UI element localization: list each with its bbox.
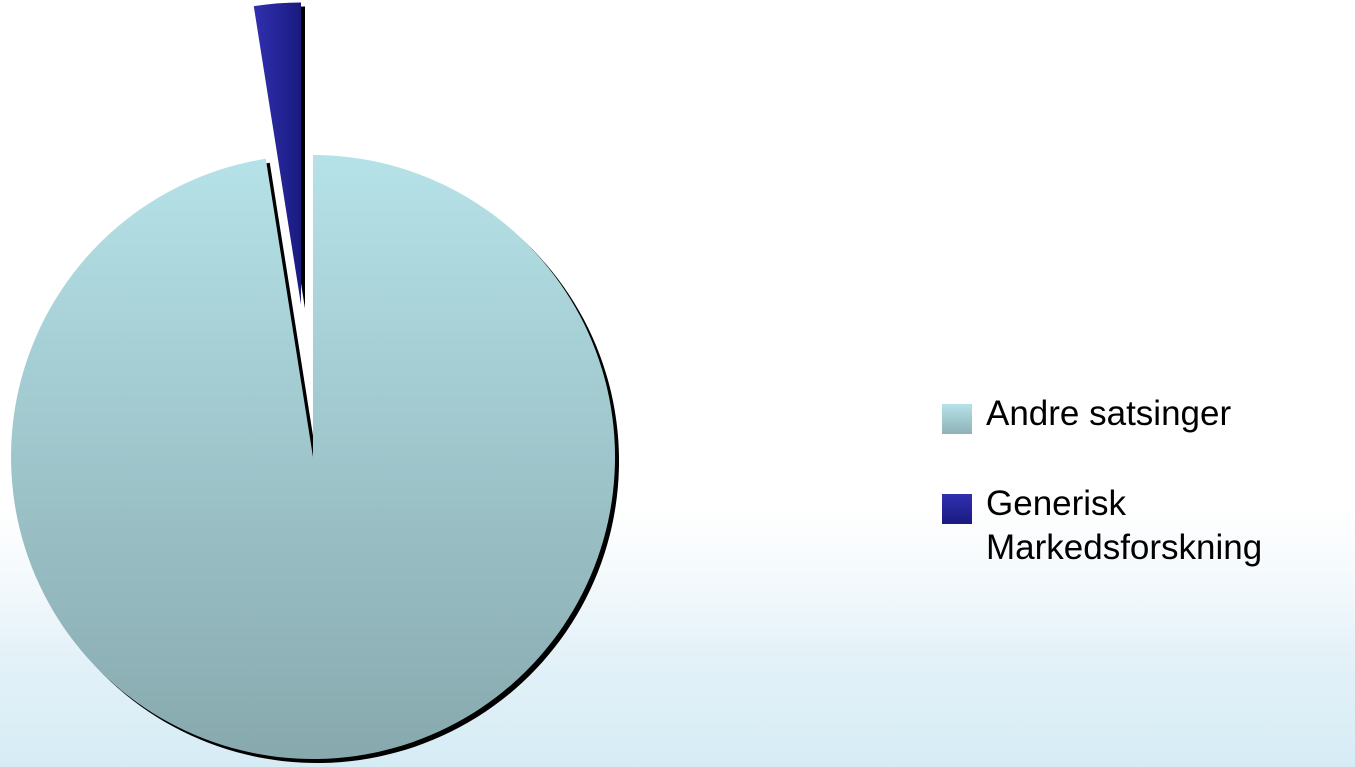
pie-slices [11, 2, 616, 759]
legend-swatch-generisk-markedsforskning [942, 494, 972, 524]
pie-slice-andre-satsinger [11, 155, 616, 759]
pie-slice-generisk-markedsforskning [253, 2, 301, 305]
legend-label-generisk-markedsforskning: Generisk Markedsforskning [986, 484, 1263, 567]
legend-label-andre-satsinger: Andre satsinger [986, 394, 1232, 433]
legend-item-andre-satsinger: Andre satsinger [942, 392, 1342, 436]
legend-item-generisk-markedsforskning: Generisk Markedsforskning [942, 482, 1342, 570]
legend-swatch-andre-satsinger [942, 404, 972, 434]
legend: Andre satsinger Generisk Markedsforsknin… [942, 392, 1342, 570]
